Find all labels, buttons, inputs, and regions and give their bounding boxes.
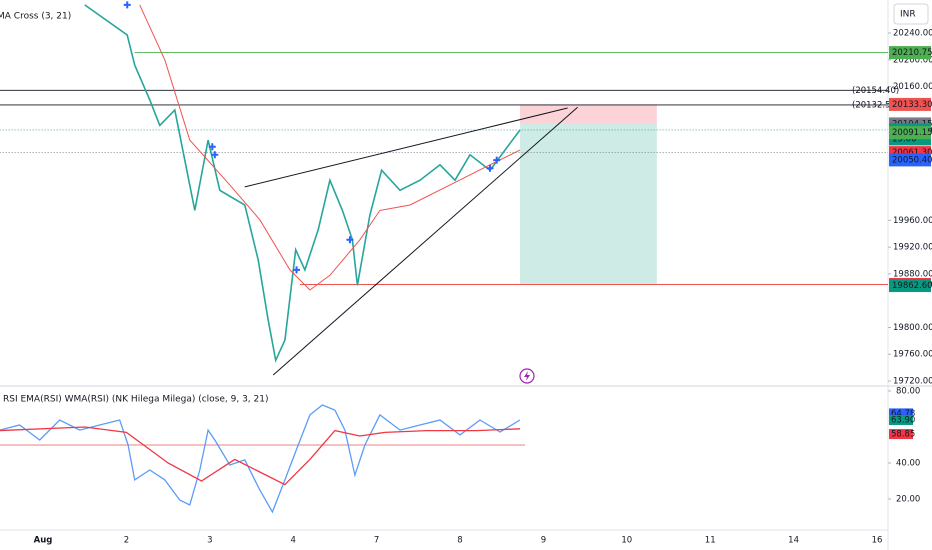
x-tick-label: 2: [124, 536, 129, 546]
price-label: (20154.40): [852, 86, 899, 96]
x-tick-label: 8: [457, 536, 462, 546]
y-tick-label: 19720.00: [893, 377, 932, 387]
price-label: 20061.30: [892, 148, 932, 158]
y-tick-label: 20160.00: [893, 82, 932, 92]
x-tick-label: 11: [705, 536, 716, 546]
price-label-note: 15:00: [892, 134, 917, 144]
rsi-value-label: 58.85: [891, 430, 915, 440]
x-tick-label: 14: [788, 536, 799, 546]
price-label-box: [889, 126, 931, 140]
signal: [293, 266, 301, 274]
x-tick-label: 4: [290, 536, 295, 546]
y-tick-label: 19880.00: [893, 269, 932, 279]
x-tick-label: 7: [374, 536, 379, 546]
rsi-value-box: [889, 414, 913, 425]
price-label: (20132.50): [852, 100, 899, 110]
rsi-title: RSI EMA(RSI) WMA(RSI) (NK Hilega Milega)…: [3, 395, 269, 405]
y-tick-label: 19960.00: [893, 216, 932, 226]
price-label-box: [889, 279, 931, 293]
rsi-line: [0, 426, 521, 486]
rsi-value-box: [889, 429, 913, 440]
signal: [493, 156, 501, 164]
signal: [346, 236, 354, 244]
alert-icon[interactable]: [519, 368, 535, 384]
y-tick-label: 20240.00: [893, 29, 932, 39]
price-label: 20050.40: [892, 155, 932, 165]
rsi-line: [0, 404, 521, 514]
rsi-value-label: 63.90: [891, 415, 915, 425]
trendline: [244, 107, 568, 188]
signal: [211, 151, 219, 159]
currency-button[interactable]: [893, 3, 929, 25]
y-tick-label: 19800.00: [893, 323, 932, 333]
x-tick-label: 16: [872, 536, 883, 546]
signal: [208, 143, 216, 151]
price-label-box: [889, 153, 931, 167]
y-tick-label: 20200.00: [893, 55, 932, 65]
price-label: 20210.75: [892, 48, 932, 58]
x-tick-label: 9: [541, 536, 546, 546]
rsi-y-tick-label: 40.00: [896, 459, 920, 469]
x-tick-label: 3: [207, 536, 212, 546]
y-tick-label: 19760.00: [893, 350, 932, 360]
signal: [486, 164, 494, 172]
signal: [123, 1, 131, 9]
x-tick-label: Aug: [34, 536, 53, 546]
y-tick-label: 19920.00: [893, 243, 932, 253]
price-label-box: [889, 46, 931, 60]
stop-zone: [520, 104, 657, 124]
currency[interactable]: INR: [900, 10, 916, 20]
price-line: [84, 4, 521, 363]
price-line: [139, 4, 521, 291]
rsi-value-label: 64.78: [891, 409, 915, 419]
rsi-value-box: [889, 408, 913, 419]
price-label: 20133.30: [892, 100, 932, 110]
target-zone: [520, 123, 657, 285]
rsi-y-tick-label: 80.00: [896, 387, 920, 397]
rsi-y-tick-label: 20.00: [896, 495, 920, 505]
price-label: 20091.15: [892, 128, 932, 138]
alert-bolt[interactable]: [524, 371, 530, 381]
price-label-box: [889, 97, 931, 111]
x-tick-label: 10: [621, 536, 632, 546]
price-label: 19862.60: [892, 281, 932, 291]
indicator-title: MA Cross (3, 21): [0, 12, 71, 22]
trendline: [272, 106, 578, 376]
